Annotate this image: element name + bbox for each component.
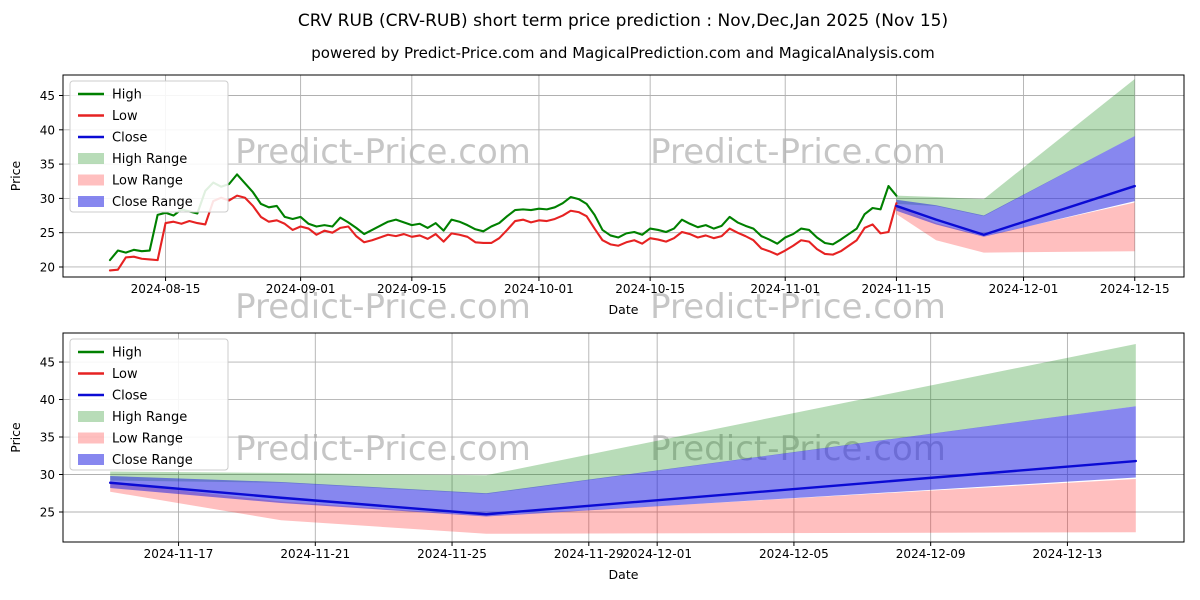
x-tick-label: 2024-08-15 xyxy=(131,282,201,296)
legend-swatch-close-range xyxy=(78,196,104,207)
y-tick-label: 45 xyxy=(40,89,55,103)
legend-swatch-low-range xyxy=(78,432,104,444)
x-axis-label: Date xyxy=(609,302,639,317)
x-tick-label: 2024-10-01 xyxy=(504,282,574,296)
y-tick-label: 25 xyxy=(40,226,55,240)
y-tick-label: 40 xyxy=(40,393,55,407)
x-tick-label: 2024-12-01 xyxy=(989,282,1059,296)
x-tick-label: 2024-11-17 xyxy=(144,547,214,561)
legend-label: High Range xyxy=(112,152,187,167)
legend-label: High Range xyxy=(112,410,187,425)
high-line xyxy=(108,173,898,262)
figure-subtitle: powered by Predict-Price.com and Magical… xyxy=(311,44,935,62)
legend-label: High xyxy=(112,346,142,361)
y-tick-label: 35 xyxy=(40,431,55,445)
x-axis-label: Date xyxy=(609,567,639,582)
legend: High Low Close High Range Low Range Close Ran… xyxy=(69,338,229,471)
low-line xyxy=(108,194,898,272)
y-tick-label: 40 xyxy=(40,123,55,137)
legend-label: Low Range xyxy=(112,432,183,447)
legend-swatch-high-range xyxy=(78,411,104,422)
legend-label: High xyxy=(112,88,142,103)
y-tick-label: 30 xyxy=(40,192,55,206)
legend-label: Low xyxy=(112,367,138,382)
watermark-text: Predict-Price.com xyxy=(650,287,946,327)
plot-border xyxy=(62,74,1185,278)
y-tick-label: 20 xyxy=(40,260,55,274)
y-tick-label: 30 xyxy=(40,468,55,482)
x-tick-label: 2024-12-05 xyxy=(759,547,829,561)
charts-root: Predict-Price.com Predict-Price.com Predic… xyxy=(8,74,1185,582)
x-tick-label: 2024-09-01 xyxy=(266,282,336,296)
low-range-band xyxy=(896,202,1135,253)
close-range-band xyxy=(896,135,1135,237)
high-range-band xyxy=(110,344,1136,495)
legend-label: Close xyxy=(112,389,147,404)
x-tick-label: 2024-12-13 xyxy=(1033,547,1103,561)
x-tick-label: 2024-11-01 xyxy=(750,282,820,296)
y-tick-label: 45 xyxy=(40,356,55,370)
x-tick-label: 2024-12-09 xyxy=(896,547,966,561)
x-tick-label: 2024-11-21 xyxy=(280,547,350,561)
legend-swatch-high-range xyxy=(78,153,104,164)
legend-label: Low xyxy=(112,109,138,124)
close-line xyxy=(895,184,1136,236)
high-range-band xyxy=(896,79,1135,217)
figure-title: CRV RUB (CRV-RUB) short term price predi… xyxy=(298,11,948,31)
watermark-text: Predict-Price.com xyxy=(650,132,946,172)
chart-bottom: 2024-11-17 2024-11-21 2024-11-25 2024-11-29… xyxy=(8,332,1185,582)
close-line xyxy=(108,459,1137,516)
chart-top: 2024-08-15 2024-09-01 2024-09-15 2024-10-01… xyxy=(8,74,1185,317)
legend-swatch-close-range xyxy=(78,454,104,465)
x-tick-label: 2024-11-15 xyxy=(862,282,932,296)
y-axis-label: Price xyxy=(8,160,23,191)
legend-label: Close Range xyxy=(112,195,193,210)
legend-box xyxy=(69,338,229,471)
legend-label: Close xyxy=(112,131,147,146)
low-range-band xyxy=(110,479,1136,534)
watermark-text: Predict-Price.com xyxy=(235,429,531,469)
legend-label: Low Range xyxy=(112,174,183,189)
x-tick-label: 2024-10-15 xyxy=(615,282,685,296)
watermark-text: Predict-Price.com xyxy=(235,287,531,327)
x-tick-label: 2024-12-15 xyxy=(1100,282,1170,296)
x-tick-label: 2024-09-15 xyxy=(377,282,447,296)
y-axis-label: Price xyxy=(8,422,23,453)
close-range-band xyxy=(110,406,1136,517)
legend-swatch-low-range xyxy=(78,174,104,186)
legend: High Low Close High Range Low Range Close Ran… xyxy=(69,80,229,213)
x-tick-label: 2024-11-25 xyxy=(417,547,487,561)
legend-box xyxy=(69,80,229,213)
x-tick-label: 2024-12-01 xyxy=(622,547,692,561)
y-tick-label: 35 xyxy=(40,158,55,172)
x-tick-label: 2024-11-29 xyxy=(554,547,624,561)
legend-label: Close Range xyxy=(112,453,193,468)
y-tick-label: 25 xyxy=(40,506,55,520)
watermark-text: Predict-Price.com xyxy=(235,132,531,172)
